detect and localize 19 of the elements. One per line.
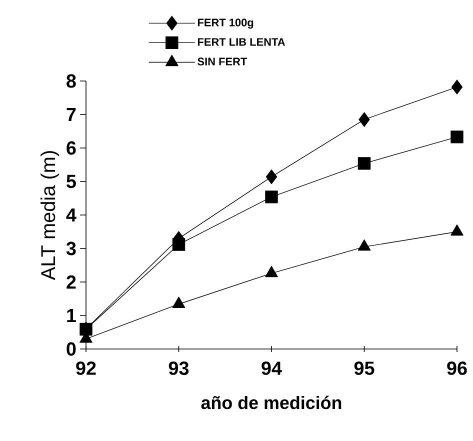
y-tick-label: 2 bbox=[66, 275, 76, 289]
y-tick-label: 4 bbox=[66, 208, 76, 222]
x-tick-label: 96 bbox=[447, 362, 467, 375]
legend-label: SIN FERT bbox=[198, 58, 248, 66]
y-tick-label: 7 bbox=[66, 108, 76, 122]
y-tick-label: 6 bbox=[66, 141, 76, 155]
y-tick-label: 5 bbox=[66, 174, 76, 188]
y-tick-label: 3 bbox=[66, 242, 76, 256]
x-tick-label: 93 bbox=[168, 362, 189, 375]
y-tick-label: 0 bbox=[66, 342, 76, 356]
y-tick-label: 1 bbox=[67, 308, 76, 322]
y-tick-label: 8 bbox=[66, 74, 76, 88]
x-tick-label: 94 bbox=[262, 362, 282, 375]
x-axis-title: año de medición bbox=[201, 396, 342, 410]
x-tick-label: 92 bbox=[76, 362, 96, 375]
legend-label: FERT 100g bbox=[198, 18, 254, 29]
legend-label: FERT LIB LENTA bbox=[198, 38, 286, 46]
x-tick-label: 95 bbox=[354, 362, 374, 375]
y-axis-title: ALT media (m) bbox=[40, 151, 60, 280]
